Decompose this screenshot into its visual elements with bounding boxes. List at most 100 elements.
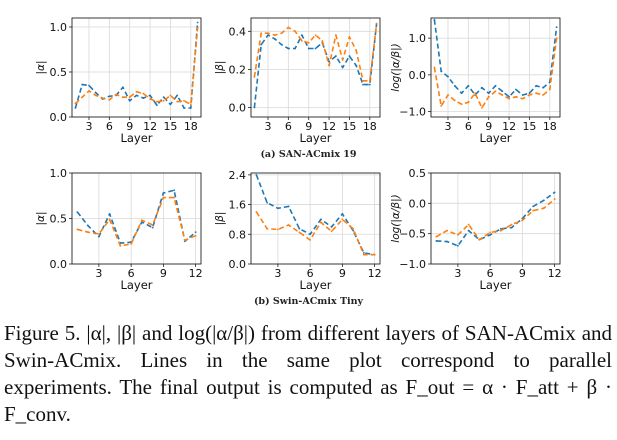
data-point [266, 201, 269, 204]
data-point [87, 231, 90, 234]
data-point [173, 196, 176, 199]
data-point [74, 102, 77, 105]
data-point [487, 95, 490, 98]
x-tick-label: 15 [163, 120, 177, 133]
data-point [76, 211, 79, 214]
data-point [362, 83, 364, 86]
data-point [196, 21, 199, 24]
data-point [481, 86, 483, 89]
data-point [435, 240, 438, 242]
data-point [94, 91, 97, 94]
data-point [309, 238, 312, 241]
x-tick-label: 12 [502, 120, 516, 133]
y-tick-label: 0.8 [229, 228, 247, 241]
data-point [467, 101, 470, 104]
data-point [301, 34, 303, 37]
data-point [173, 189, 176, 192]
x-tick-label: 3 [95, 267, 102, 280]
chart-swin-log-ratio: 3 6 9 12 −1.0 −0.5 0.0 0.5 Layer log(|α/β|) [390, 167, 562, 292]
data-point [94, 94, 97, 97]
data-point [287, 224, 290, 226]
data-point [162, 96, 165, 99]
data-point [280, 43, 283, 46]
data-point [183, 99, 185, 102]
data-point [373, 253, 376, 256]
plot-frame [250, 172, 381, 265]
data-point [255, 211, 258, 213]
y-tick-label: 0.5 [50, 66, 68, 79]
data-point [130, 243, 133, 245]
data-point [266, 227, 269, 230]
data-point [510, 223, 513, 226]
x-tick-label: 3 [264, 120, 271, 133]
data-point [162, 196, 165, 199]
data-point [489, 231, 492, 234]
data-point [494, 84, 497, 87]
data-point [101, 97, 104, 99]
y-axis-label: |α| [35, 212, 47, 226]
data-point [162, 192, 165, 194]
data-point [501, 90, 504, 93]
x-tick-label: 3 [274, 267, 281, 280]
data-point [489, 233, 492, 236]
data-point [119, 244, 122, 247]
x-tick-label: 3 [444, 120, 451, 133]
data-point [521, 97, 524, 100]
x-tick-label: 9 [339, 267, 346, 280]
data-point [460, 92, 463, 95]
plot-frame [430, 17, 561, 118]
x-tick-label: 9 [126, 120, 133, 133]
data-point [280, 32, 283, 35]
data-point [194, 231, 197, 234]
data-point [433, 66, 436, 69]
data-point [528, 94, 531, 96]
y-axis-label: |β| [214, 61, 226, 75]
data-point [535, 92, 538, 95]
x-tick-label: 12 [368, 267, 382, 280]
data-point [478, 238, 481, 241]
data-point [433, 18, 436, 21]
data-point [314, 47, 317, 50]
caption-text: |α|, |β| and log(|α/β|) from different l… [4, 321, 613, 426]
x-tick-label: 3 [454, 267, 461, 280]
data-point [196, 27, 199, 29]
data-point [447, 94, 449, 96]
data-point [253, 106, 256, 109]
x-tick-label: 6 [465, 120, 472, 133]
data-point [260, 43, 263, 46]
data-point [321, 39, 324, 42]
x-axis-label: Layer [479, 131, 511, 145]
data-point [142, 97, 145, 99]
data-point [508, 95, 510, 98]
data-point [189, 107, 192, 109]
x-tick-label: 9 [519, 267, 526, 280]
y-tick-label: 0.0 [229, 258, 247, 271]
data-point [508, 97, 510, 100]
x-tick-label: 6 [307, 267, 314, 280]
x-axis-label: Layer [299, 131, 331, 145]
data-point [74, 107, 77, 109]
x-tick-label: 18 [184, 120, 198, 133]
data-point [260, 32, 263, 35]
data-point [467, 229, 470, 232]
subcaption-san: (a) SAN-ACmix 19 [260, 149, 357, 160]
data-point [294, 30, 297, 33]
data-point [555, 26, 558, 29]
y-tick-label: 0.0 [229, 101, 247, 114]
data-point [149, 98, 151, 100]
data-point [314, 34, 317, 37]
data-point [456, 244, 459, 247]
data-point [88, 84, 90, 87]
series-line-1 [436, 191, 556, 247]
chart-swin-alpha: 3 6 9 12 0.0 0.5 1.0 Layer |α| [35, 167, 203, 292]
data-point [348, 55, 351, 57]
x-axis-label: Layer [479, 278, 511, 292]
data-point [149, 94, 151, 97]
data-point [355, 49, 358, 52]
y-tick-label: 0.0 [50, 258, 68, 271]
y-tick-label: −0.5 [399, 228, 426, 241]
data-point [368, 83, 371, 86]
y-tick-label: −1.0 [399, 106, 426, 119]
x-tick-label: 9 [160, 267, 167, 280]
data-point [108, 213, 111, 215]
